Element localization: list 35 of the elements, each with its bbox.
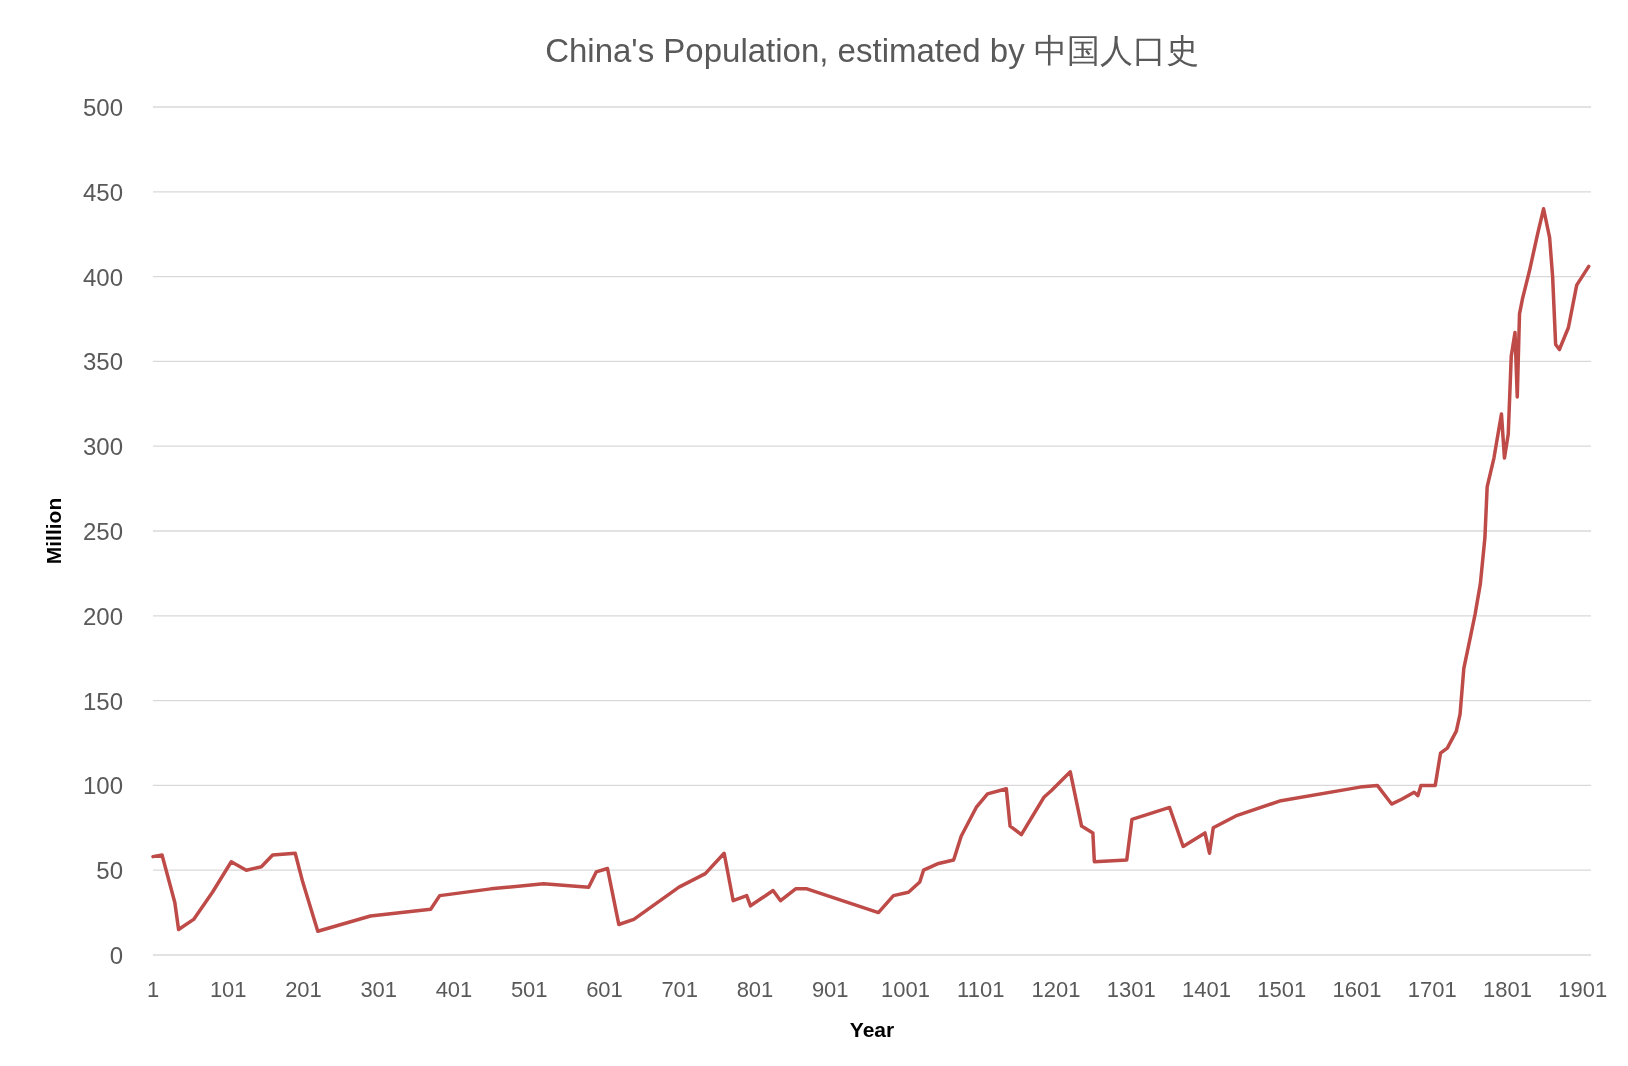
y-tick-label: 400 <box>82 263 123 291</box>
y-tick-label: 500 <box>82 94 123 121</box>
x-tick-label: 401 <box>435 977 473 1002</box>
x-tick-label: 201 <box>285 977 322 1002</box>
y-tick-label: 350 <box>82 348 123 376</box>
y-tick-label: 0 <box>109 942 123 969</box>
x-tick-label: 1 <box>146 977 160 1002</box>
x-tick-label: 901 <box>811 977 849 1002</box>
x-tick-label: 1401 <box>1182 977 1231 1002</box>
x-tick-label: 301 <box>360 977 398 1002</box>
y-tick-label: 50 <box>96 857 123 885</box>
x-tick-label: 801 <box>736 977 774 1002</box>
x-tick-label: 1701 <box>1407 977 1457 1002</box>
x-tick-label: 1101 <box>957 977 1005 1002</box>
chart-title: China's Population, estimated by 中国人口史 <box>545 32 1199 69</box>
x-tick-label: 1501 <box>1257 977 1307 1002</box>
x-tick-label: 501 <box>510 977 548 1002</box>
x-tick-label: 701 <box>661 977 699 1002</box>
x-axis-title: Year <box>849 1018 895 1041</box>
x-tick-label: 1301 <box>1106 977 1156 1002</box>
line-series <box>151 207 1591 934</box>
x-tick-label: 1901 <box>1558 977 1608 1002</box>
x-tick-label: 1601 <box>1332 977 1382 1002</box>
y-tick-label: 300 <box>82 433 123 461</box>
x-tick-label: 101 <box>209 977 247 1002</box>
x-tick-label: 1801 <box>1483 977 1532 1002</box>
y-tick-label: 250 <box>82 518 123 545</box>
x-tick-label: 601 <box>586 977 623 1002</box>
x-tick-label: 1001 <box>881 977 930 1002</box>
y-tick-label: 100 <box>82 772 123 800</box>
y-tick-label: 450 <box>82 178 123 206</box>
x-tick-label: 1201 <box>1031 977 1081 1002</box>
y-tick-label: 150 <box>82 687 123 715</box>
y-axis-title: Million <box>42 497 65 565</box>
y-tick-label: 200 <box>82 602 123 630</box>
